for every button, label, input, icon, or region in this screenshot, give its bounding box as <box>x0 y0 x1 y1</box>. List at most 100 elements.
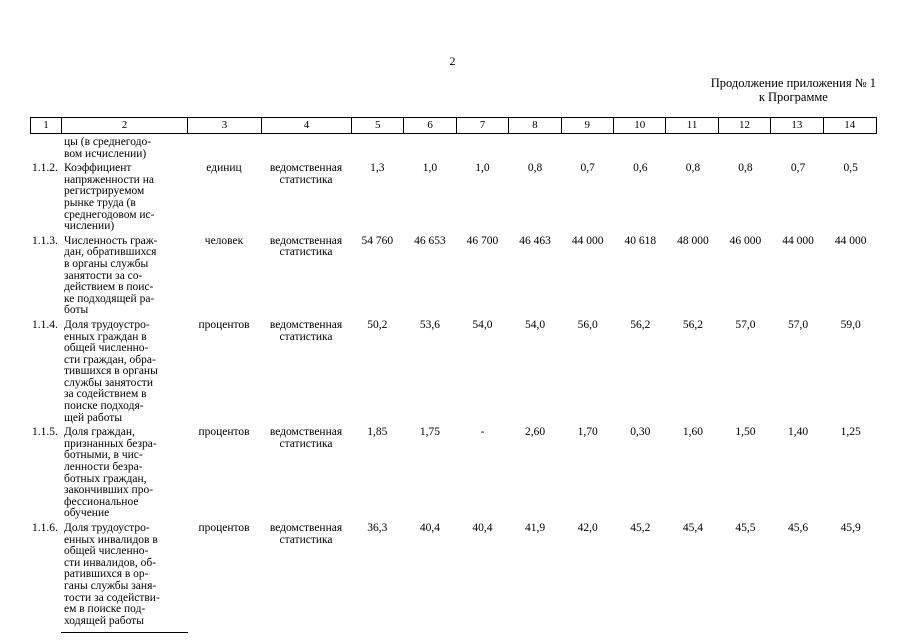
row-name: Доля трудоустро- енных инвалидов в общей… <box>64 522 160 627</box>
row-value: 44 000 <box>834 234 867 247</box>
row-value: 44 000 <box>571 234 604 247</box>
row-value: 45,6 <box>788 522 809 534</box>
column-number: 6 <box>404 118 457 133</box>
row-value: 46 653 <box>414 234 446 247</box>
row-value: 56,0 <box>577 318 598 331</box>
row-value: 1,0 <box>475 162 490 175</box>
row-value: 54,0 <box>472 318 493 331</box>
table-body: цы (в среднегодо- вом исчислении) 1.1.2.… <box>30 136 877 627</box>
row-value: 0,8 <box>527 162 543 175</box>
table-header-row: 1 2 3 4 5 6 7 8 9 10 11 12 13 14 <box>30 117 877 134</box>
row-unit: человек <box>204 234 244 247</box>
table-row: цы (в среднегодо- вом исчислении) <box>30 136 877 160</box>
column-number: 3 <box>188 118 262 133</box>
row-value: 0,7 <box>580 162 595 175</box>
row-value: 59,0 <box>840 318 861 331</box>
row-value <box>351 137 404 160</box>
row-value: 1,40 <box>788 426 809 439</box>
column-number: 4 <box>262 118 352 133</box>
column-number: 5 <box>352 118 405 133</box>
row-value: 50,2 <box>367 318 388 331</box>
row-value: 40 618 <box>624 234 657 247</box>
appendix-note-line1: Продолжение приложения № 1 <box>710 76 876 90</box>
row-unit: единиц <box>206 162 242 175</box>
row-value: 40,4 <box>472 522 493 534</box>
row-name: цы (в среднегодо- вом исчислении) <box>64 136 152 160</box>
table-row: 1.1.4. Доля трудоустро- енных граждан в … <box>30 318 877 424</box>
row-value: 1,50 <box>735 426 756 439</box>
page-number: 2 <box>449 54 456 68</box>
appendix-note-line2: к Программе <box>758 90 828 104</box>
row-value: 1,70 <box>577 426 598 439</box>
row-value: 40,4 <box>419 522 440 534</box>
row-value: 1,75 <box>419 426 440 439</box>
row-value: 0,7 <box>790 162 806 175</box>
row-source: ведомственная статистика <box>269 522 343 546</box>
row-value: 0,5 <box>843 162 858 175</box>
row-value <box>824 137 877 160</box>
row-value: 0,30 <box>630 426 651 439</box>
row-value: 0,8 <box>685 162 701 175</box>
row-value: 48 000 <box>677 234 709 247</box>
row-value: 1,85 <box>367 426 388 439</box>
row-value: 46 700 <box>466 234 499 247</box>
row-source: ведомственная статистика <box>269 426 343 450</box>
row-value: - <box>480 426 485 439</box>
row-value: 1,25 <box>840 426 861 439</box>
row-value: 1,3 <box>370 162 385 175</box>
row-value: 57,0 <box>788 318 809 331</box>
row-value: 56,2 <box>630 318 651 331</box>
row-source: ведомственная статистика <box>269 162 343 186</box>
row-value: 1,0 <box>422 162 438 175</box>
row-value: 45,2 <box>630 522 651 534</box>
row-name: Доля граждан, признанных безра- ботными,… <box>64 426 157 520</box>
row-value: 41,9 <box>525 522 546 534</box>
row-value <box>456 137 509 160</box>
row-value: 0,8 <box>738 162 753 175</box>
table-row: 1.1.3. Численность граж- дан, обративших… <box>30 234 877 317</box>
row-unit: процентов <box>198 318 250 331</box>
row-value: 46 000 <box>729 234 762 247</box>
row-value <box>404 137 457 160</box>
row-value: 0,6 <box>633 162 648 175</box>
row-number: 1.1.2. <box>32 162 58 175</box>
row-value: 54,0 <box>525 318 546 331</box>
row-value: 42,0 <box>577 522 598 534</box>
column-number: 1 <box>31 118 62 133</box>
row-value <box>719 137 772 160</box>
row-name: Численность граж- дан, обратившихся в ор… <box>64 234 158 317</box>
row-value <box>509 137 562 160</box>
row-value: 44 000 <box>782 234 814 247</box>
table-row: 1.1.6. Доля трудоустро- енных инвалидов … <box>30 522 877 627</box>
row-name: Доля трудоустро- енных граждан в общей ч… <box>64 318 158 424</box>
row-value: 45,9 <box>840 522 861 534</box>
table-row: 1.1.2. Коэффициент напряженности на реги… <box>30 162 877 233</box>
row-source: ведомственная статистика <box>269 318 343 343</box>
row-value: 2,60 <box>525 426 546 439</box>
table-row: 1.1.5. Доля граждан, признанных безра- б… <box>30 426 877 520</box>
column-number: 13 <box>771 118 824 133</box>
row-value <box>667 137 720 160</box>
row-number: 1.1.5. <box>32 426 58 439</box>
column-number: 14 <box>844 119 856 131</box>
row-value: 45,4 <box>682 522 703 534</box>
row-value: 53,6 <box>419 318 440 331</box>
column-number: 8 <box>509 118 562 133</box>
column-number: 7 <box>457 118 510 133</box>
row-source: ведомственная статистика <box>269 234 343 259</box>
column-number: 2 <box>62 118 188 133</box>
column-number: 11 <box>666 118 719 133</box>
row-name: Коэффициент напряженности на регистрируе… <box>64 162 155 233</box>
row-unit <box>187 137 261 160</box>
row-unit: процентов <box>198 426 250 439</box>
row-value <box>561 137 614 160</box>
row-source <box>261 137 351 160</box>
row-value: 46 463 <box>519 234 551 247</box>
indicators-table: 1 2 3 4 5 6 7 8 9 10 11 12 13 14 цы (в среднегодо- во… <box>30 117 877 634</box>
row-value: 1,60 <box>682 426 703 439</box>
page-bottom-rule <box>61 632 188 634</box>
row-value: 45,5 <box>735 522 756 534</box>
row-number: 1.1.4. <box>32 318 58 331</box>
row-value <box>614 137 667 160</box>
